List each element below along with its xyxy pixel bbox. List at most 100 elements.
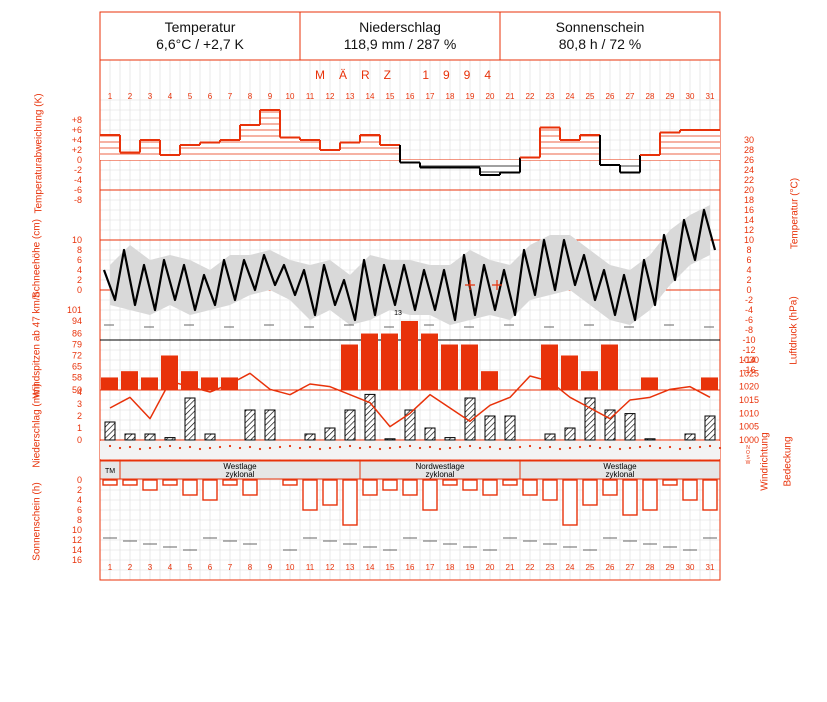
- temp-deviation-bar: [520, 157, 540, 160]
- header-sunshine-value: 80,8 h / 72 %: [558, 36, 642, 52]
- sunshine-bar: [542, 479, 558, 501]
- temp-deviation-bar: [400, 160, 420, 163]
- tick-temperature: 4: [746, 265, 751, 275]
- tick-temperature: -16: [742, 365, 755, 375]
- cloud-dot: [258, 447, 262, 451]
- precip-bar: [164, 437, 176, 441]
- precip-bar: [144, 433, 156, 441]
- day-label-top: 2: [128, 92, 133, 101]
- day-label-top: 31: [706, 92, 715, 101]
- cloud-dot: [268, 446, 272, 450]
- day-label-bottom: 13: [346, 563, 355, 572]
- header-temperature-value: 6,6°C / +2,7 K: [156, 36, 244, 52]
- day-label-top: 10: [286, 92, 295, 101]
- day-label-top: 13: [346, 92, 355, 101]
- wind-strip: [100, 441, 720, 459]
- sunshine-bar: [142, 479, 158, 491]
- day-label-top: 5: [188, 92, 193, 101]
- day-label-top: 15: [386, 92, 395, 101]
- precip-bar: [384, 438, 396, 441]
- weather-type-label: Westlage: [223, 462, 257, 471]
- wind-gust-bar: [341, 344, 358, 390]
- day-label-bottom: 25: [586, 563, 595, 572]
- wind-gust-bar: [381, 333, 398, 390]
- tick-precip: 0: [77, 435, 82, 445]
- tick-temp-deviation: +8: [72, 115, 82, 125]
- cloud-dot: [158, 445, 162, 449]
- temperature-curve: [102, 208, 717, 322]
- sunshine-bar: [582, 479, 598, 506]
- tick-temperature: 2: [746, 275, 751, 285]
- tick-snow: 4: [77, 265, 82, 275]
- tick-wind: 79: [72, 340, 82, 350]
- tick-wind: 86: [72, 329, 82, 339]
- cloud-dot: [698, 445, 702, 449]
- header-temperature-title: Temperatur: [164, 19, 236, 35]
- sunshine-bar: [642, 479, 658, 511]
- tick-wind: 94: [72, 316, 82, 326]
- axis-label-precip: Niederschlag (mm): [31, 383, 43, 468]
- cloud-dot: [508, 446, 512, 450]
- cloud-dot: [718, 446, 722, 450]
- wind-gust-bar: [461, 344, 478, 390]
- day-label-top: 14: [366, 92, 375, 101]
- tick-sunshine: 4: [77, 495, 82, 505]
- sunshine-bar: [702, 479, 718, 511]
- sunshine-bar: [162, 479, 178, 486]
- tick-temp-deviation: +4: [72, 135, 82, 145]
- day-label-bottom: 29: [666, 563, 675, 572]
- day-label-top: 17: [426, 92, 435, 101]
- tick-pressure: 1015: [739, 395, 759, 405]
- temp-deviation-bar: [680, 130, 700, 160]
- precip-bar: [464, 397, 476, 441]
- wind-gust-bar: [601, 344, 618, 390]
- sunshine-bar: [622, 479, 638, 516]
- day-label-top: 6: [208, 92, 213, 101]
- day-label-bottom: 8: [248, 563, 253, 572]
- pressure-curve: [109, 372, 711, 428]
- tick-pressure: 1025: [739, 368, 759, 378]
- tick-temperature: -10: [742, 335, 755, 345]
- wind-gust-bar: [201, 377, 218, 390]
- day-label-bottom: 19: [466, 563, 475, 572]
- day-label-top: 12: [326, 92, 335, 101]
- precip-bar: [484, 415, 496, 441]
- precip-bar: [544, 433, 556, 441]
- sunshine-bar: [242, 479, 258, 496]
- day-label-bottom: 21: [506, 563, 515, 572]
- cloud-dot: [588, 444, 592, 448]
- cloud-dot: [478, 446, 482, 450]
- day-label-top: 26: [606, 92, 615, 101]
- temp-deviation-bar: [160, 155, 180, 160]
- precip-bar: [584, 397, 596, 441]
- cloud-dot: [378, 447, 382, 451]
- sunshine-bar: [502, 479, 518, 486]
- precip-bar: [424, 427, 436, 441]
- wind-gust-bar: [581, 371, 598, 390]
- day-label-top: 21: [506, 92, 515, 101]
- tick-wind: 58: [72, 372, 82, 382]
- day-label-bottom: 2: [128, 563, 133, 572]
- tick-temperature: 6: [746, 255, 751, 265]
- cloud-dot: [648, 444, 652, 448]
- cloud-dot: [188, 445, 192, 449]
- month-title: MÄRZ 1994: [315, 68, 505, 82]
- tick-sunshine: 14: [72, 545, 82, 555]
- cloud-dot: [448, 446, 452, 450]
- day-label-top: 19: [466, 92, 475, 101]
- precip-bar: [324, 427, 336, 441]
- sunshine-bar: [102, 479, 118, 486]
- snow-marker: 13: [394, 310, 402, 317]
- temp-deviation-bar: [560, 140, 580, 160]
- sunshine-bar: [562, 479, 578, 526]
- tick-temperature: -12: [742, 345, 755, 355]
- temp-deviation-bar: [200, 142, 220, 160]
- day-label-bottom: 14: [366, 563, 375, 572]
- precip-bar: [204, 433, 216, 441]
- day-label-bottom: 7: [228, 563, 233, 572]
- tick-temperature: -6: [745, 315, 753, 325]
- precip-bar: [344, 409, 356, 441]
- temp-deviation-bar: [480, 160, 500, 175]
- cloud-dot: [418, 446, 422, 450]
